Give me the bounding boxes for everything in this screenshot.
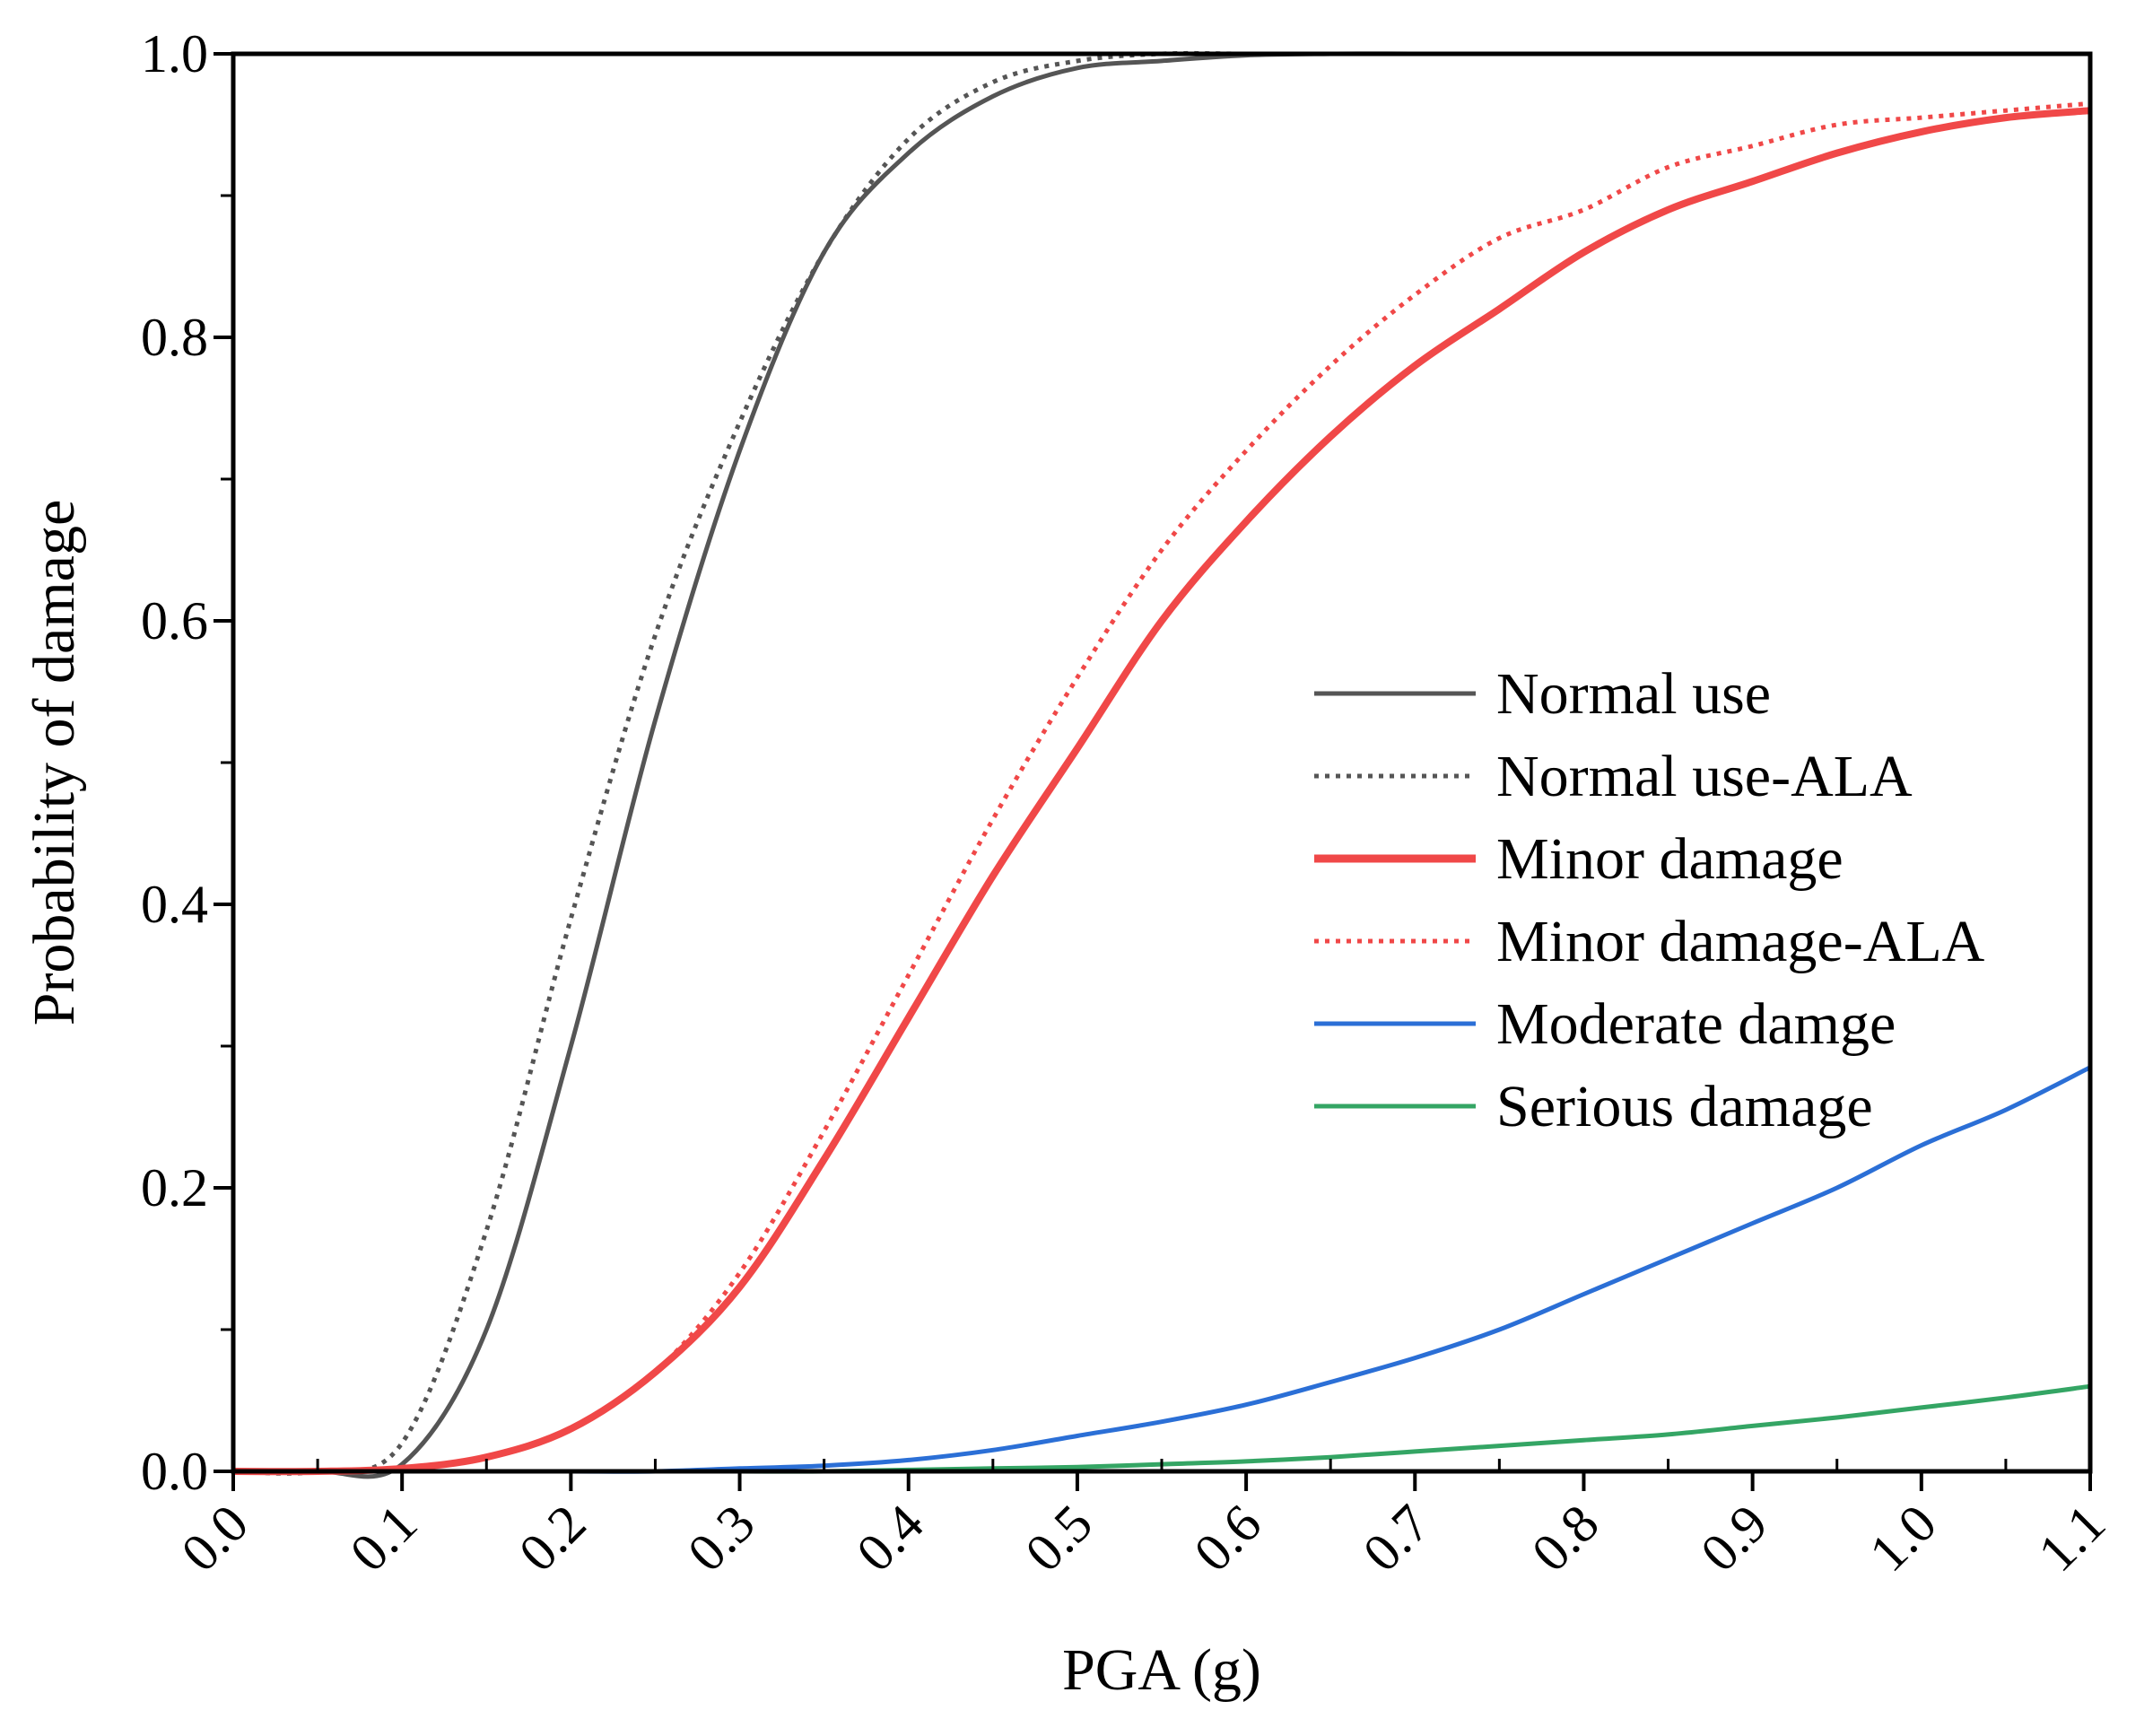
x-tick-label: 0.0 (170, 1494, 259, 1583)
legend-label-5: Serious damage (1496, 1074, 1873, 1139)
y-tick-label: 0.0 (141, 1442, 208, 1501)
legend-label-0: Normal use (1496, 661, 1771, 727)
legend-label-2: Minor damage (1496, 826, 1844, 892)
x-axis-title: PGA (g) (1062, 1637, 1261, 1703)
x-tick-label: 1.1 (2027, 1494, 2116, 1583)
series-line-5 (233, 1383, 2091, 1474)
y-tick-label: 0.2 (141, 1158, 208, 1217)
y-tick-label: 0.4 (141, 875, 208, 934)
y-axis-title: Probability of damage (22, 500, 87, 1026)
x-tick-label: 1.0 (1858, 1494, 1948, 1583)
series-line-3 (232, 100, 2091, 1474)
x-tick-label: 0.1 (339, 1494, 429, 1583)
y-tick-label: 1.0 (141, 24, 208, 83)
y-axis-ticks: 0.0 0.2 0.4 0.6 0.8 1.0 (141, 24, 233, 1501)
x-tick-label: 0.4 (845, 1494, 935, 1583)
x-tick-label: 0.5 (1014, 1494, 1103, 1583)
legend: Normal use Normal use-ALA Minor damage Mino… (1314, 661, 1985, 1139)
x-tick-label: 0.9 (1689, 1494, 1779, 1583)
x-tick-label: 0.8 (1521, 1494, 1610, 1583)
x-tick-label: 0.2 (508, 1494, 597, 1583)
x-tick-label: 0.6 (1183, 1494, 1273, 1583)
legend-label-4: Moderate damge (1496, 991, 1896, 1057)
x-axis-ticks: 0.0 0.1 0.2 0.3 0.4 0.5 0.6 0.7 0.8 0.9 1.0 1.1 (170, 1471, 2116, 1583)
x-tick-label: 0.3 (676, 1494, 766, 1583)
y-tick-label: 0.8 (141, 308, 208, 367)
y-tick-label: 0.6 (141, 591, 208, 650)
legend-label-1: Normal use-ALA (1496, 744, 1913, 809)
legend-label-3: Minor damage-ALA (1496, 909, 1985, 974)
plot-frame (231, 51, 2093, 1474)
x-tick-label: 0.7 (1352, 1494, 1442, 1583)
